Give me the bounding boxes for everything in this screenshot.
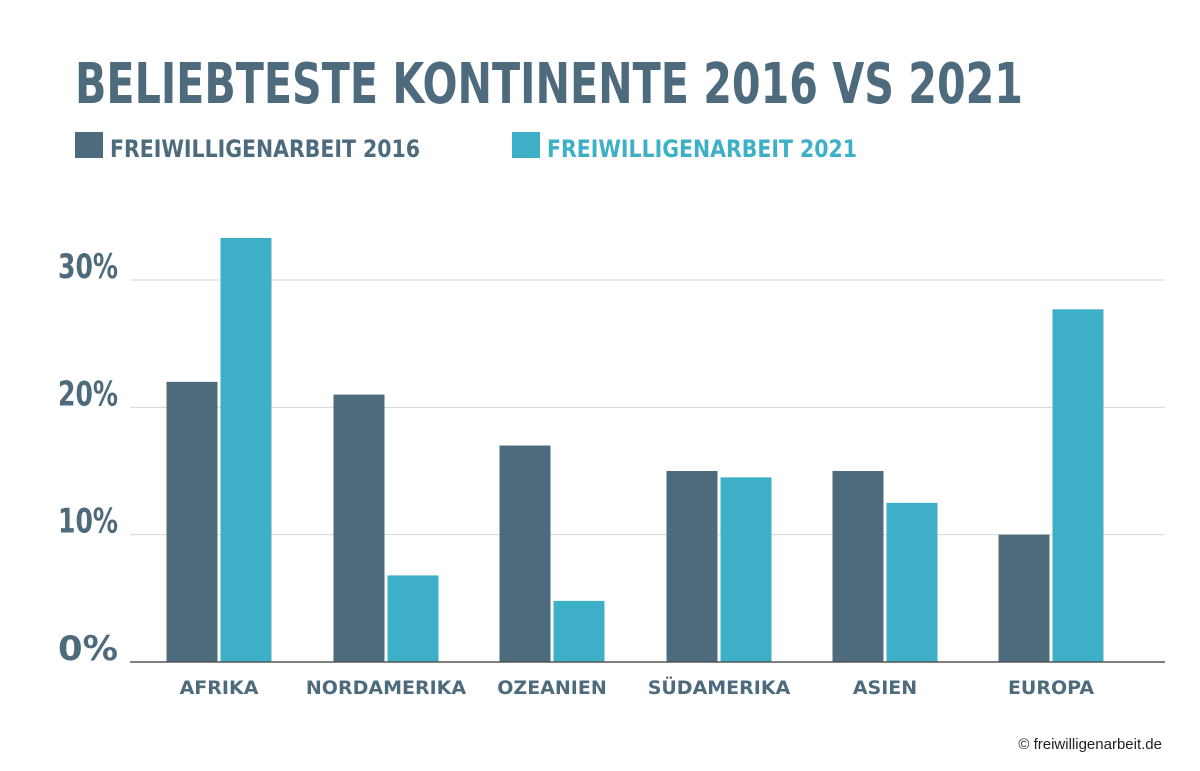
bar-nordamerika-2016 (333, 394, 385, 662)
bar-afrika-2021 (220, 237, 272, 663)
bar-ozeanien-2021 (553, 600, 605, 662)
legend-label-2021: FREIWILLIGENARBEIT 2021 (547, 135, 857, 163)
bar-ozeanien-2016 (499, 445, 551, 662)
legend-swatch-2016 (75, 132, 103, 158)
x-tick-label: SÜDAMERIKA (648, 675, 791, 699)
bars (166, 237, 1104, 663)
x-tick-label: NORDAMERIKA (306, 677, 466, 699)
bar-südamerika-2021 (720, 477, 772, 662)
gridlines (130, 279, 1165, 536)
y-tick-label: 10% (58, 502, 118, 542)
bar-afrika-2016 (166, 381, 218, 662)
y-axis-ticks: 0% 10% 20% 30% (58, 247, 118, 669)
x-tick-label: ASIEN (853, 677, 917, 699)
bar-südamerika-2016 (666, 471, 718, 662)
chart-title: BELIEBTESTE KONTINENTE 2016 VS 2021 (75, 52, 1023, 117)
bar-nordamerika-2021 (387, 575, 439, 662)
y-tick-label: 0% (58, 629, 118, 669)
y-tick-label: 30% (58, 247, 118, 287)
copyright-text: © freiwilligenarbeit.de (1018, 736, 1162, 753)
legend-swatch-2021 (512, 132, 540, 158)
y-tick-label: 20% (58, 374, 118, 414)
bar-asien-2016 (832, 471, 884, 662)
x-tick-label: EUROPA (1008, 677, 1094, 699)
x-axis-ticks: AFRIKA NORDAMERIKA OZEANIEN SÜDAMERIKA ASIEN… (180, 675, 1095, 699)
bar-asien-2021 (886, 502, 938, 662)
x-tick-label: OZEANIEN (497, 677, 606, 699)
legend: FREIWILLIGENARBEIT 2016 FREIWILLIGENARBE… (75, 132, 857, 163)
bar-europa-2016 (998, 534, 1050, 662)
legend-label-2016: FREIWILLIGENARBEIT 2016 (110, 135, 420, 163)
x-tick-label: AFRIKA (180, 677, 259, 699)
bar-europa-2021 (1052, 309, 1104, 662)
